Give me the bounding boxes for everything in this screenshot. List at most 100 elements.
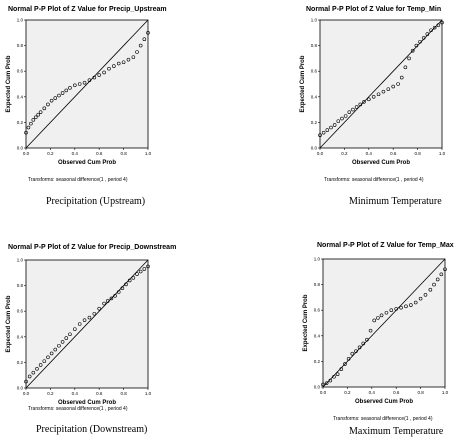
x-tick-label: 0.6 [393, 390, 400, 395]
data-point [386, 87, 391, 91]
data-point [432, 282, 436, 287]
panel-precip-downstream: Normal P-P Plot of Z Value for Precip_Do… [0, 220, 237, 440]
transforms-note: Transforms: seasonal difference(1 , peri… [28, 406, 128, 412]
x-tick-label: 0.0 [23, 151, 30, 156]
data-point [42, 106, 47, 111]
data-point [384, 310, 389, 315]
data-point [27, 374, 32, 379]
data-point [332, 374, 336, 379]
data-point [332, 123, 337, 127]
data-point [126, 57, 131, 62]
data-point [29, 121, 33, 126]
data-point [142, 267, 147, 271]
data-point [410, 48, 415, 53]
data-point [24, 130, 28, 135]
y-tick-label: 0.0 [17, 146, 24, 151]
reference-line [322, 258, 446, 388]
data-point [376, 316, 380, 320]
x-tick-label: 0.0 [320, 390, 327, 395]
data-point [38, 110, 43, 114]
x-tick-label: 0.2 [341, 151, 348, 156]
data-point [38, 363, 43, 367]
x-tick-label: 0.2 [47, 151, 54, 156]
data-point [394, 307, 398, 311]
data-point [102, 301, 106, 306]
pp-plot-precip-downstream: 0.0 0.2 0.4 0.6 0.8 1.0 0.0 0.2 0.4 0.6 0.8 1.0 Obse… [6, 258, 152, 407]
figure-caption: Maximum Temperature [349, 426, 444, 437]
data-point [64, 88, 69, 93]
data-point [358, 102, 363, 107]
y-axis-label: Expected Cum Prob [303, 294, 309, 351]
y-tick-label: 1.0 [314, 257, 321, 262]
y-axis-label: Expected Cum Prob [6, 295, 12, 352]
data-point [57, 343, 61, 348]
pp-plot-precip-upstream: 0.0 0.2 0.4 0.6 0.8 1.0 0.0 0.2 0.4 0.6 0.8 1.0 Obse… [6, 18, 152, 167]
data-point [142, 37, 147, 42]
x-tick-label: 1.0 [442, 390, 449, 395]
x-tick-label: 0.6 [96, 391, 103, 396]
data-point [135, 50, 139, 54]
data-point [64, 336, 69, 340]
data-point [376, 92, 381, 97]
data-point [49, 98, 54, 103]
data-point [425, 32, 430, 36]
data-point [413, 300, 418, 305]
data-point [124, 282, 128, 287]
data-point [404, 304, 408, 309]
x-tick-label: 0.0 [23, 391, 30, 396]
data-point [336, 119, 341, 123]
figure-caption: Precipitation (Upstream) [46, 196, 146, 207]
y-tick-label: 0.2 [314, 359, 321, 364]
data-point [87, 78, 92, 82]
transforms-note: Transforms: seasonal difference(1 , peri… [333, 416, 433, 422]
data-point [389, 308, 394, 313]
data-point [49, 351, 54, 356]
data-point [362, 100, 366, 104]
data-point [127, 278, 132, 283]
data-point [77, 82, 82, 86]
x-tick-label: 0.0 [317, 151, 324, 156]
data-point [42, 359, 47, 363]
x-tick-label: 1.0 [145, 151, 152, 156]
plot-title: Normal P-P Plot of Z Value for Temp_Min [306, 6, 442, 13]
y-tick-label: 0.6 [17, 309, 24, 314]
data-point [24, 379, 28, 384]
data-point [92, 311, 97, 316]
data-point [31, 118, 36, 122]
data-point [343, 362, 347, 366]
y-tick-label: 0.0 [311, 146, 318, 151]
data-point [439, 272, 444, 277]
y-tick-label: 0.4 [311, 94, 318, 99]
x-axis-label: Observed Cum Prob [352, 160, 410, 166]
data-point [105, 299, 110, 303]
data-point [120, 286, 125, 290]
data-point [68, 86, 72, 90]
figure-caption: Precipitation (Downstream) [36, 424, 148, 435]
data-point [53, 347, 58, 352]
data-point [365, 337, 369, 342]
x-tick-label: 0.6 [96, 151, 103, 156]
data-point [87, 315, 92, 320]
data-point [35, 367, 39, 371]
data-point [328, 378, 333, 383]
x-tick-label: 0.4 [72, 151, 79, 156]
x-tick-label: 0.2 [344, 390, 351, 395]
x-tick-label: 0.4 [366, 151, 373, 156]
data-point [371, 95, 376, 99]
panel-temp-min: Normal P-P Plot of Z Value for Temp_Min … [237, 0, 474, 220]
data-point [116, 61, 121, 66]
x-tick-label: 1.0 [145, 391, 152, 396]
data-point [435, 277, 440, 282]
x-tick-label: 0.6 [390, 151, 397, 156]
data-point [102, 70, 106, 75]
data-point [82, 318, 87, 322]
figure-caption: Minimum Temperature [349, 196, 442, 207]
plot-title: Normal P-P Plot of Z Value for Precip_Do… [8, 244, 177, 251]
y-tick-label: 0.4 [314, 333, 321, 338]
data-point [399, 75, 404, 80]
x-tick-label: 0.8 [120, 151, 127, 156]
data-point [372, 318, 377, 323]
y-tick-label: 1.0 [17, 258, 24, 263]
pp-plot-temp-max: 0.0 0.2 0.4 0.6 0.8 1.0 0.0 0.2 0.4 0.6 0.8 1.0 Obse… [303, 257, 449, 406]
y-tick-label: 0.6 [17, 69, 24, 74]
